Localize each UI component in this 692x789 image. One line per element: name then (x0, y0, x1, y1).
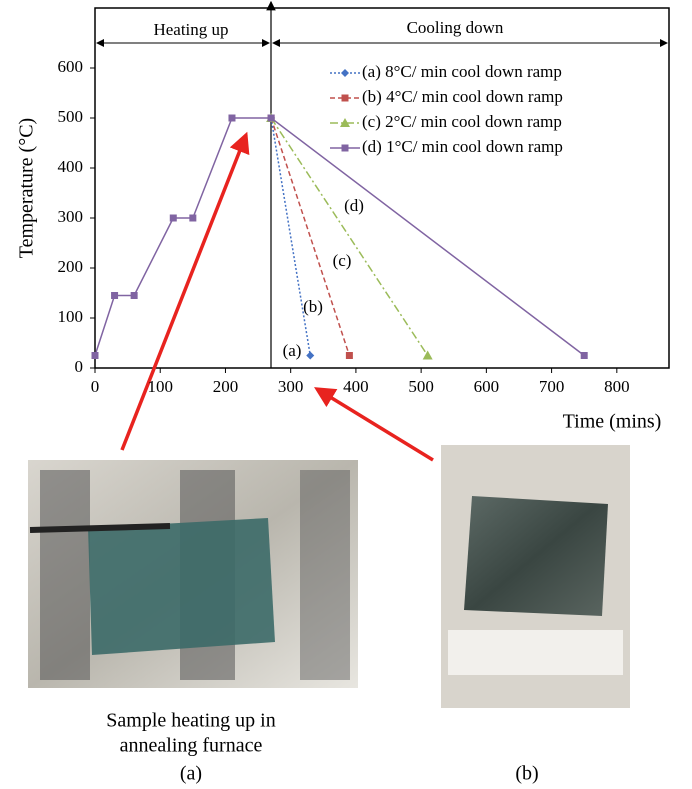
plot-frame (94, 7, 670, 369)
y-axis-title: Temperature (°C) (16, 118, 38, 258)
x-axis-title: Time (mins) (563, 411, 662, 433)
marker (580, 352, 588, 359)
y-tick-label: 0 (75, 357, 84, 376)
curve-label: (a) (283, 341, 302, 360)
photo-a (28, 460, 358, 688)
legend-marker (341, 69, 349, 77)
series-line (270, 117, 311, 356)
x-tick-label: 0 (91, 377, 100, 396)
caption: Sample heating up in (106, 710, 275, 732)
y-tick-label: 200 (58, 257, 84, 276)
marker (169, 214, 177, 222)
x-tick-label: 700 (539, 377, 565, 396)
x-tick-label: 300 (278, 377, 304, 396)
x-tick-label: 100 (147, 377, 173, 396)
pointer-arrow (120, 131, 250, 451)
marker (345, 352, 353, 359)
x-tick-label: 800 (604, 377, 630, 396)
y-tick-label: 300 (58, 207, 84, 226)
marker (130, 292, 138, 299)
x-tick-label: 600 (474, 377, 500, 396)
legend-marker (341, 144, 349, 152)
legend-label: (a) 8°C/ min cool down ramp (362, 62, 562, 81)
marker (111, 292, 119, 299)
marker (422, 350, 433, 360)
curve-label: (b) (303, 297, 323, 316)
x-tick-label: 200 (213, 377, 239, 396)
y-tick-label: 400 (58, 157, 84, 176)
caption: (b) (515, 763, 538, 785)
caption: annealing furnace (120, 735, 263, 757)
legend-label: (b) 4°C/ min cool down ramp (362, 87, 563, 106)
marker (189, 214, 197, 222)
y-tick-label: 500 (58, 107, 84, 126)
y-tick-label: 600 (58, 57, 84, 76)
annotation: Heating up (153, 20, 228, 39)
series-line (270, 117, 351, 356)
marker (91, 352, 99, 359)
annotation: Cooling down (407, 18, 504, 37)
photo-b (441, 445, 630, 708)
marker (306, 351, 315, 360)
y-tick-label: 100 (58, 307, 84, 326)
curve-label: (d) (344, 196, 364, 215)
marker (228, 114, 236, 122)
legend-label: (d) 1°C/ min cool down ramp (362, 137, 563, 156)
x-tick-label: 500 (408, 377, 434, 396)
caption: (a) (180, 763, 202, 785)
x-tick-label: 400 (343, 377, 369, 396)
pointer-arrow (314, 387, 434, 462)
legend-marker (340, 118, 350, 127)
marker (267, 114, 275, 122)
legend-label: (c) 2°C/ min cool down ramp (362, 112, 562, 131)
curve-label: (c) (333, 251, 352, 270)
legend-marker (341, 94, 349, 102)
